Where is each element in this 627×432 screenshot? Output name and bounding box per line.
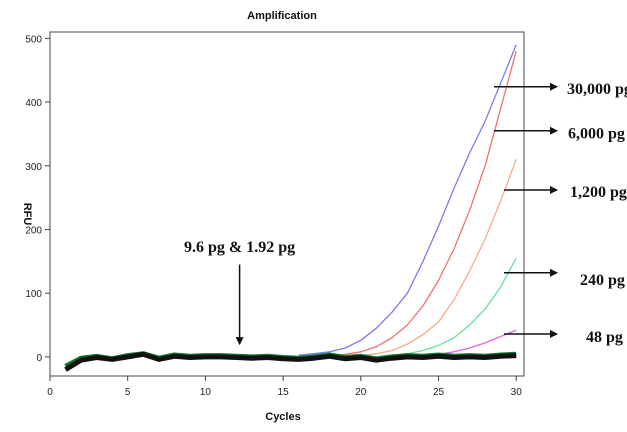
y-tick-label: 100: [25, 289, 42, 300]
series-layer: [64, 44, 517, 372]
annotation-label: 9.6 pg & 1.92 pg: [184, 239, 295, 256]
x-tick-label: 15: [278, 387, 290, 398]
series-line-7: [64, 351, 517, 372]
chart-title: Amplification: [247, 10, 317, 22]
y-axis: 0 100 200 300 400 500: [25, 34, 50, 364]
series-line-2: [329, 50, 517, 357]
plot-frame: [49, 31, 525, 377]
annotation-label: 6,000 pg: [568, 126, 625, 143]
x-tick-label: 0: [47, 387, 53, 398]
y-tick-label: 500: [25, 34, 42, 45]
x-axis: 0 5 10 15 20 25 30: [47, 376, 522, 398]
annotation-label: 1,200 pg: [570, 184, 627, 201]
x-tick-label: 10: [200, 387, 212, 398]
y-tick-label: 0: [36, 353, 42, 364]
y-tick-label: 400: [25, 98, 42, 109]
x-tick-label: 20: [355, 387, 367, 398]
annotation-label: 30,000 pg: [567, 81, 627, 98]
annotation-label: 48 pg: [586, 329, 623, 346]
x-tick-label: 25: [433, 387, 445, 398]
x-axis-title: Cycles: [265, 411, 300, 423]
y-tick-label: 300: [25, 162, 42, 173]
x-tick-label: 30: [511, 387, 523, 398]
x-tick-label: 5: [125, 387, 131, 398]
series-line-3: [360, 159, 517, 357]
annotation-label: 240 pg: [580, 272, 625, 289]
y-tick-label: 200: [25, 225, 42, 236]
annotation-layer: 30,000 pg 6,000 pg 1,200 pg 240 pg 48 pg 9.6 …: [184, 81, 627, 346]
y-axis-title: RFU: [21, 203, 33, 226]
series-line-4: [391, 257, 517, 357]
series-line-1: [298, 44, 517, 356]
